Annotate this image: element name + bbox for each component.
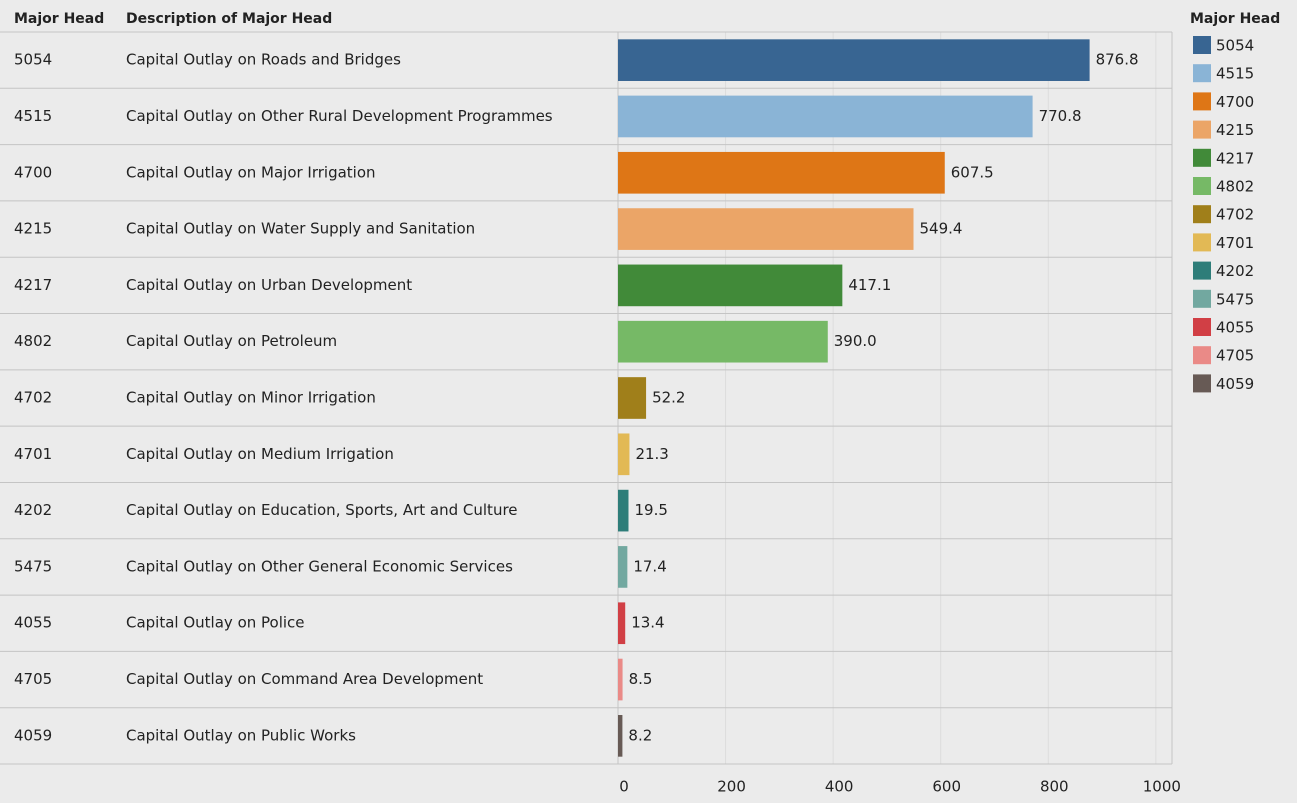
column-header: Major Head <box>14 11 104 27</box>
legend-swatch <box>1193 92 1211 111</box>
description: Capital Outlay on Major Irrigation <box>126 163 376 181</box>
major-head: 4202 <box>14 501 52 519</box>
bar <box>618 377 647 419</box>
bar <box>618 658 623 701</box>
bar <box>618 264 843 307</box>
description: Capital Outlay on Urban Development <box>126 276 412 294</box>
legend-label: 5475 <box>1216 290 1254 308</box>
legend-swatch <box>1193 289 1211 308</box>
legend-title: Major Head <box>1190 11 1280 27</box>
legend-swatch <box>1193 36 1211 54</box>
x-tick-label: 0 <box>619 778 629 796</box>
major-head: 4217 <box>14 276 52 294</box>
legend-label: 4217 <box>1216 149 1254 167</box>
major-head: 4059 <box>14 726 52 744</box>
legend-label: 5054 <box>1216 37 1254 55</box>
value-label: 417.1 <box>848 276 891 294</box>
value-label: 549.4 <box>920 220 963 238</box>
major-head: 4702 <box>14 389 52 407</box>
major-head: 4700 <box>14 163 52 181</box>
value-label: 17.4 <box>633 557 666 575</box>
value-label: 8.2 <box>628 726 652 744</box>
value-label: 390.0 <box>834 332 877 350</box>
legend-swatch <box>1193 261 1211 280</box>
value-label: 8.5 <box>629 670 653 688</box>
description: Capital Outlay on Water Supply and Sanit… <box>126 220 475 238</box>
legend-swatch <box>1193 120 1211 139</box>
major-head: 4705 <box>14 670 52 688</box>
legend-label: 4701 <box>1216 234 1254 252</box>
value-label: 876.8 <box>1096 51 1139 69</box>
value-label: 607.5 <box>951 163 994 181</box>
value-label: 52.2 <box>652 389 685 407</box>
legend-swatch <box>1193 177 1211 195</box>
bar <box>618 489 629 532</box>
value-label: 13.4 <box>631 614 664 632</box>
x-tick-label: 400 <box>825 778 854 796</box>
major-head: 4802 <box>14 332 52 350</box>
major-head: 5475 <box>14 557 52 575</box>
legend-swatch <box>1193 346 1211 365</box>
description: Capital Outlay on Other General Economic… <box>126 557 513 575</box>
legend-label: 4215 <box>1216 121 1254 139</box>
legend-label: 4700 <box>1216 93 1254 111</box>
bar <box>618 39 1090 81</box>
major-head: 4055 <box>14 614 52 632</box>
bar <box>618 208 914 250</box>
legend-label: 4202 <box>1216 262 1254 280</box>
description: Capital Outlay on Minor Irrigation <box>126 389 376 407</box>
x-tick-label: 1000 <box>1143 778 1181 796</box>
x-tick-label: 200 <box>717 778 746 796</box>
description: Capital Outlay on Police <box>126 614 305 632</box>
legend-swatch <box>1193 205 1211 224</box>
legend-swatch <box>1193 148 1211 167</box>
description: Capital Outlay on Education, Sports, Art… <box>126 501 518 519</box>
x-tick-label: 600 <box>932 778 961 796</box>
bar <box>618 151 945 194</box>
legend-label: 4702 <box>1216 206 1254 224</box>
description: Capital Outlay on Public Works <box>126 726 356 744</box>
legend-swatch <box>1193 318 1211 336</box>
legend-label: 4515 <box>1216 65 1254 83</box>
description: Capital Outlay on Other Rural Developmen… <box>126 107 553 125</box>
major-head: 4701 <box>14 445 52 463</box>
value-label: 21.3 <box>635 445 668 463</box>
major-head: 4215 <box>14 220 52 238</box>
legend-swatch <box>1193 374 1211 393</box>
legend-label: 4705 <box>1216 347 1254 365</box>
legend-swatch <box>1193 233 1211 252</box>
x-tick-label: 800 <box>1040 778 1069 796</box>
value-label: 770.8 <box>1039 107 1082 125</box>
value-label: 19.5 <box>634 501 667 519</box>
bar <box>618 715 623 757</box>
bar <box>618 433 630 476</box>
major-head: 5054 <box>14 51 52 69</box>
major-head: 4515 <box>14 107 52 125</box>
legend-swatch <box>1193 64 1211 83</box>
legend-label: 4059 <box>1216 375 1254 393</box>
description: Capital Outlay on Command Area Developme… <box>126 670 483 688</box>
description: Capital Outlay on Medium Irrigation <box>126 445 394 463</box>
description: Capital Outlay on Roads and Bridges <box>126 51 401 69</box>
description: Capital Outlay on Petroleum <box>126 332 337 350</box>
bar <box>618 602 626 645</box>
column-header: Description of Major Head <box>126 11 332 27</box>
bar <box>618 95 1033 138</box>
legend-label: 4802 <box>1216 178 1254 196</box>
bar <box>618 320 828 363</box>
legend-label: 4055 <box>1216 319 1254 337</box>
bar <box>618 546 628 588</box>
